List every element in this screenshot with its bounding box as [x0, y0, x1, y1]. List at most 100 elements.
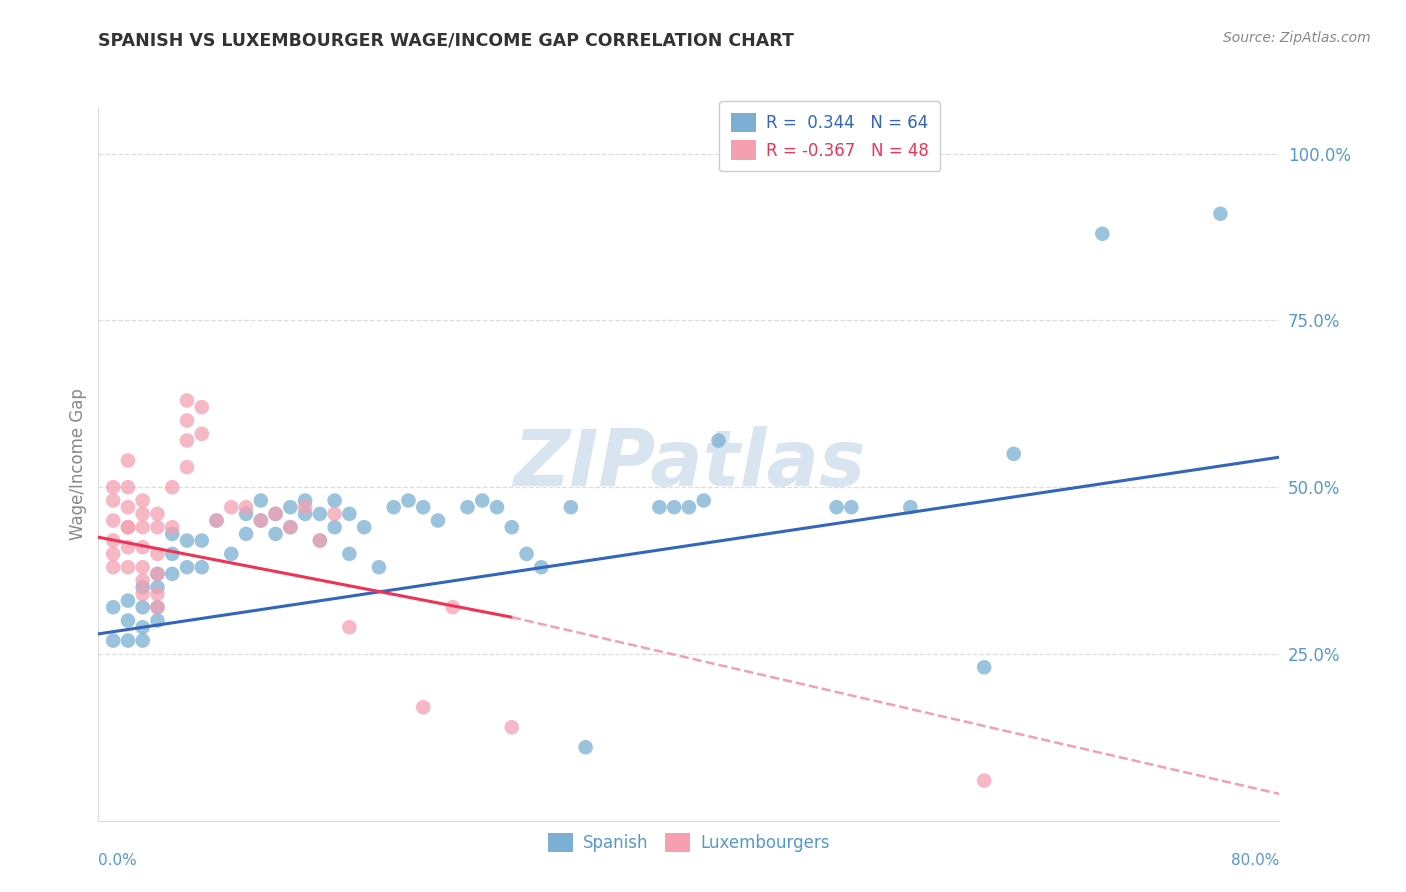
Point [132, 600, 155, 615]
Point [146, 614, 169, 628]
Point [264, 507, 287, 521]
Point [427, 514, 450, 528]
Point [664, 500, 686, 515]
Point [205, 514, 228, 528]
Point [323, 493, 346, 508]
Point [146, 507, 169, 521]
Point [441, 600, 464, 615]
Point [219, 500, 242, 515]
Point [103, 533, 125, 548]
Point [900, 500, 922, 515]
Point [146, 587, 169, 601]
Point [103, 493, 125, 508]
Point [117, 560, 139, 574]
Point [353, 520, 375, 534]
Point [1002, 447, 1025, 461]
Point [132, 587, 155, 601]
Text: Source: ZipAtlas.com: Source: ZipAtlas.com [1223, 31, 1371, 45]
Point [117, 453, 139, 467]
Point [278, 500, 302, 515]
Point [146, 547, 169, 561]
Point [103, 600, 125, 615]
Point [103, 547, 125, 561]
Point [146, 520, 169, 534]
Point [176, 413, 198, 427]
Point [205, 514, 228, 528]
Point [339, 620, 360, 634]
Point [648, 500, 671, 515]
Point [176, 434, 198, 448]
Point [486, 500, 509, 515]
Point [191, 426, 214, 441]
Point [103, 633, 125, 648]
Point [162, 527, 183, 541]
Point [515, 547, 537, 561]
Point [132, 574, 155, 588]
Point [146, 580, 169, 594]
Point [973, 660, 995, 674]
Point [678, 500, 700, 515]
Point [132, 580, 155, 594]
Point [707, 434, 730, 448]
Point [117, 593, 139, 607]
Point [278, 520, 302, 534]
Point [191, 533, 214, 548]
Text: 80.0%: 80.0% [1232, 853, 1279, 868]
Point [146, 600, 169, 615]
Point [323, 520, 346, 534]
Point [368, 560, 391, 574]
Point [132, 540, 155, 554]
Point [191, 560, 214, 574]
Point [396, 493, 419, 508]
Point [456, 500, 478, 515]
Text: 0.0%: 0.0% [98, 853, 138, 868]
Point [162, 520, 183, 534]
Point [176, 460, 198, 475]
Point [132, 560, 155, 574]
Point [103, 560, 125, 574]
Point [278, 520, 302, 534]
Point [191, 400, 214, 414]
Point [339, 547, 360, 561]
Y-axis label: Wage/Income Gap: Wage/Income Gap [69, 388, 87, 540]
Point [973, 773, 995, 788]
Point [309, 533, 332, 548]
Point [530, 560, 553, 574]
Point [235, 500, 257, 515]
Point [162, 480, 183, 494]
Legend: Spanish, Luxembourgers: Spanish, Luxembourgers [541, 826, 837, 859]
Point [825, 500, 848, 515]
Point [501, 520, 523, 534]
Point [382, 500, 405, 515]
Point [162, 547, 183, 561]
Point [235, 507, 257, 521]
Point [117, 500, 139, 515]
Point [574, 740, 596, 755]
Point [146, 566, 169, 581]
Point [339, 507, 360, 521]
Point [103, 480, 125, 494]
Text: ZIPatlas: ZIPatlas [513, 425, 865, 502]
Point [250, 514, 273, 528]
Point [1091, 227, 1114, 241]
Point [117, 520, 139, 534]
Point [132, 493, 155, 508]
Point [176, 393, 198, 408]
Point [501, 720, 523, 734]
Point [219, 547, 242, 561]
Point [323, 507, 346, 521]
Point [162, 566, 183, 581]
Point [132, 520, 155, 534]
Point [117, 633, 139, 648]
Point [309, 533, 332, 548]
Point [294, 507, 316, 521]
Point [264, 527, 287, 541]
Point [103, 514, 125, 528]
Point [560, 500, 582, 515]
Point [309, 507, 332, 521]
Point [250, 493, 273, 508]
Point [117, 540, 139, 554]
Point [412, 700, 434, 714]
Point [250, 514, 273, 528]
Point [693, 493, 716, 508]
